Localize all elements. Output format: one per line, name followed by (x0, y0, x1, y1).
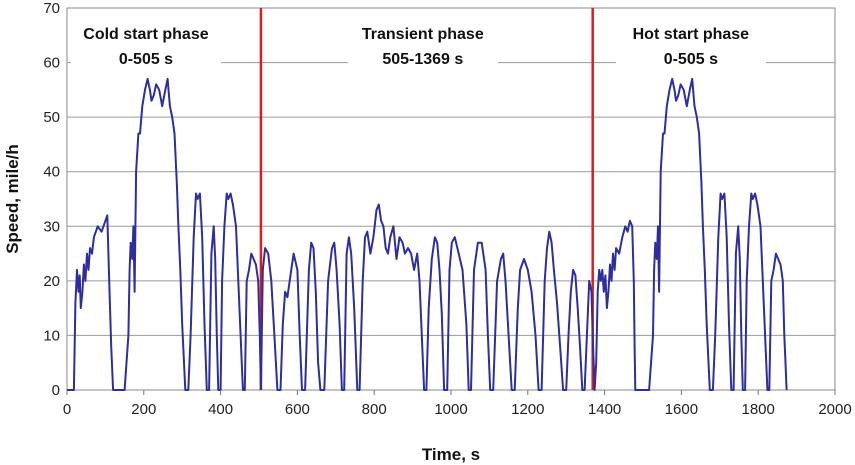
x-tick-label: 400 (208, 401, 233, 418)
y-tick-label: 50 (43, 109, 60, 126)
y-tick-label: 20 (43, 273, 60, 290)
x-tick-label: 1000 (434, 401, 467, 418)
y-tick-label: 30 (43, 218, 60, 235)
x-axis-title: Time, s (422, 445, 480, 464)
x-tick-label: 200 (131, 401, 156, 418)
phase-name-label: Cold start phase (83, 26, 208, 43)
y-tick-label: 70 (43, 0, 60, 17)
x-tick-label: 0 (63, 401, 71, 418)
x-tick-label: 1800 (742, 401, 775, 418)
phase-label-background (347, 18, 498, 76)
phase-range-label: 0-505 s (119, 51, 173, 68)
x-tick-label: 1600 (665, 401, 698, 418)
y-tick-label: 60 (43, 55, 60, 72)
y-tick-labels: 0 10 20 30 40 50 60 70 (43, 0, 60, 399)
y-axis-title: Speed, mile/h (3, 144, 22, 254)
phase-name-label: Hot start phase (633, 26, 750, 43)
y-tick-label: 10 (43, 327, 60, 344)
x-tick-label: 2000 (818, 401, 851, 418)
y-tick-label: 40 (43, 164, 60, 181)
x-tick-label: 600 (285, 401, 310, 418)
y-tick-label: 0 (52, 382, 60, 399)
x-tick-labels: 0 200 400 600 800 1000 1200 1400 1600 1800 2000 (63, 390, 852, 418)
phase-labels: Cold start phase 0-505 s Transient phase 50… (83, 26, 749, 68)
phase-range-label: 0-505 s (664, 51, 718, 68)
phase-label-backgrounds (70, 18, 766, 76)
x-tick-label: 800 (362, 401, 387, 418)
phase-name-label: Transient phase (362, 26, 484, 43)
phase-label-background (70, 18, 221, 76)
speed-trace-segment-3 (591, 77, 788, 391)
speed-trace-segment-1 (67, 77, 262, 391)
phase-label-background (615, 18, 766, 76)
phase-range-label: 505-1369 s (382, 51, 463, 68)
x-tick-label: 1200 (511, 401, 544, 418)
x-tick-label: 1400 (588, 401, 621, 418)
speed-trace-segment-2 (259, 203, 594, 391)
speed-series (67, 77, 788, 391)
